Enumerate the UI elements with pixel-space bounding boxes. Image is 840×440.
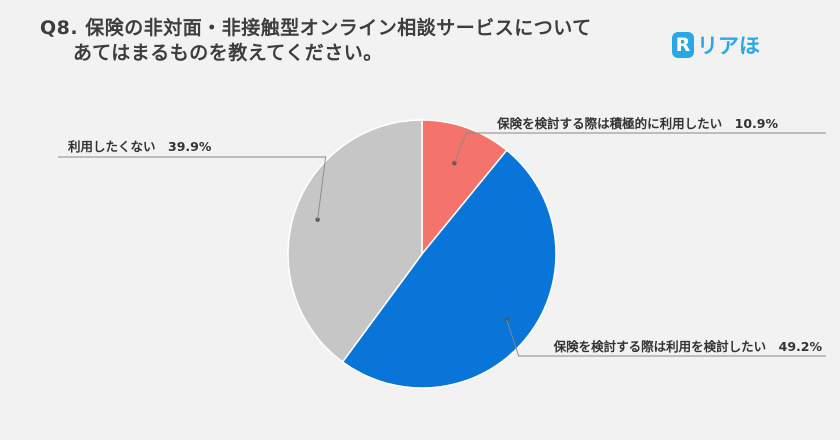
- leader-line-1: [453, 132, 826, 164]
- logo-text: リアほ: [697, 34, 760, 58]
- pie-slice-1: [421, 119, 508, 257]
- slice-label-3: 利用したくない 39.9%: [68, 139, 212, 154]
- pie-slices: [287, 119, 557, 389]
- leader-line-3: [58, 156, 327, 220]
- leader-line-2: [506, 319, 826, 357]
- pie-slice-2: [341, 149, 557, 389]
- leader-dot-2: [504, 317, 509, 322]
- title-line-1: Q8. 保険の非対面・非接触型オンライン相談サービスについて: [40, 17, 592, 39]
- slice-label-1: 保険を検討する際は積極的に利用したい 10.9%: [496, 116, 778, 131]
- chart-title: Q8. 保険の非対面・非接触型オンライン相談サービスについて あてはまるものを教…: [40, 16, 592, 66]
- pie-labels: 保険を検討する際は積極的に利用したい 10.9% 保険を検討する際は利用を検討した…: [58, 116, 826, 357]
- title-line-2: あてはまるものを教えてください。: [73, 42, 383, 64]
- pie-slice-3: [287, 119, 423, 363]
- brand-logo: R リアほ: [672, 30, 760, 60]
- logo-r-icon: R: [672, 32, 694, 58]
- slice-label-2: 保険を検討する際は利用を検討したい 49.2%: [553, 339, 823, 354]
- leader-dot-1: [452, 160, 457, 166]
